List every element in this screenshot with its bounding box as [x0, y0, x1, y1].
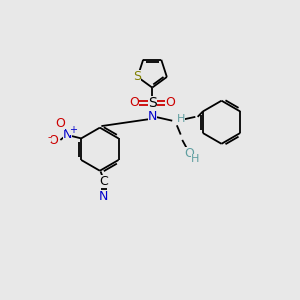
Text: S: S [133, 70, 141, 83]
Text: +: + [69, 125, 77, 135]
Text: N: N [99, 190, 108, 203]
Text: O: O [49, 134, 58, 147]
Text: S: S [148, 96, 157, 110]
Text: N: N [63, 128, 72, 141]
Text: O: O [130, 97, 140, 110]
Text: H: H [191, 154, 200, 164]
Text: H: H [176, 114, 185, 124]
Text: O: O [184, 146, 194, 160]
Text: O: O [56, 117, 65, 130]
Text: O: O [165, 97, 175, 110]
Text: N: N [148, 110, 157, 123]
Text: C: C [99, 175, 108, 188]
Text: -: - [48, 132, 51, 142]
